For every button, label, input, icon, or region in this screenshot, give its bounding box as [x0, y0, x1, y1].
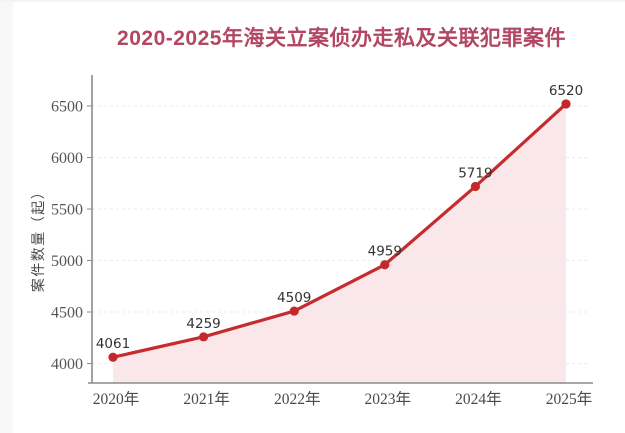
data-point [561, 99, 571, 109]
chart-title: 2020-2025年海关立案侦办走私及关联犯罪案件 [117, 27, 566, 50]
y-tick-label: 6500 [51, 99, 83, 116]
y-tick-label: 6000 [51, 150, 83, 167]
x-tick-label: 2025年 [546, 390, 593, 408]
data-point-label: 5719 [458, 165, 492, 181]
left-edge-strip [0, 0, 13, 433]
data-point-label: 4259 [186, 316, 220, 332]
x-tick-label: 2021年 [183, 390, 230, 408]
y-tick-label: 4000 [51, 356, 83, 373]
x-tick-label: 2023年 [365, 390, 412, 408]
data-point-label: 4509 [277, 290, 311, 306]
data-point [380, 260, 390, 270]
area-fill [113, 103, 566, 383]
data-point [470, 181, 480, 192]
top-edge-line [0, 0, 625, 2]
y-tick-label: 5500 [51, 202, 83, 219]
y-tick-label: 5000 [51, 253, 83, 270]
data-point [289, 306, 299, 316]
data-point-label: 4061 [96, 336, 130, 352]
data-line [111, 102, 568, 359]
x-tick-label: 2024年 [455, 390, 502, 408]
y-tick-label: 4500 [51, 305, 83, 322]
data-point-label: 6520 [549, 83, 583, 99]
data-point [108, 352, 118, 362]
x-tick-label: 2022年 [274, 390, 321, 408]
x-tick-label: 2020年 [93, 390, 140, 408]
data-point-label: 4959 [368, 244, 402, 260]
data-point [199, 332, 209, 342]
